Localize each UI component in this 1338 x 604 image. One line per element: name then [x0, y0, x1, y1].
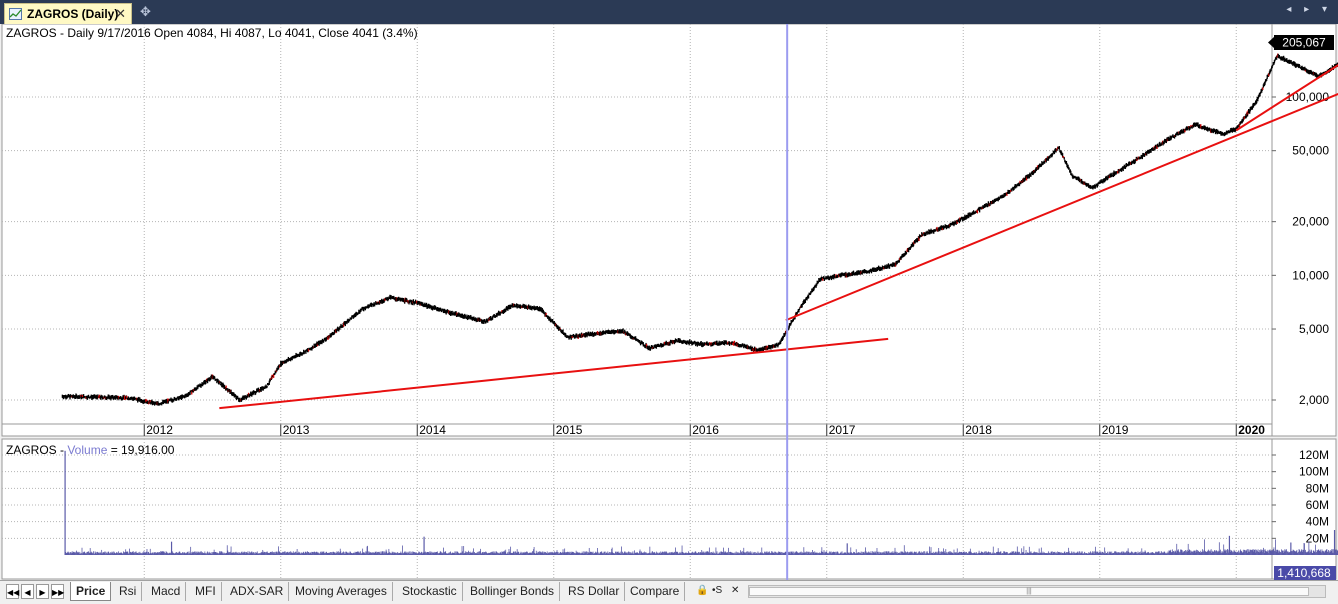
settings-icon[interactable]: •S — [712, 585, 723, 596]
close-icon[interactable]: ✕ — [731, 585, 740, 596]
volume-y-tick-label: 120M — [1299, 448, 1329, 462]
x-tick-label: 2016 — [692, 423, 719, 437]
lock-icon[interactable]: 🔒 — [696, 585, 709, 596]
add-tab-icon[interactable]: ✥ — [140, 4, 151, 19]
x-tick-label: 2017 — [829, 423, 856, 437]
trendline — [785, 92, 1338, 322]
horizontal-scrollbar[interactable]: ||| — [748, 585, 1326, 598]
chart-window-tab[interactable]: ZAGROS (Daily) ✕ — [4, 3, 132, 24]
tab-rs-dollar[interactable]: RS Dollar — [563, 582, 626, 601]
last-volume-badge: 1,410,668 — [1274, 566, 1336, 580]
chart-window-icon — [9, 8, 22, 20]
price-bars — [61, 53, 1338, 406]
tab-macd[interactable]: Macd — [146, 582, 187, 601]
volume-plot-area — [1, 438, 1273, 580]
chart-canvas[interactable]: 100,000 50,000 20,000 10,000 5,000 2,000 2012… — [0, 24, 1338, 580]
window-nav-arrows[interactable]: ◂ ▸ ▾ — [1286, 4, 1332, 15]
x-tick-label: 2020 — [1238, 423, 1265, 437]
next-icon[interactable]: ▶ — [36, 584, 49, 599]
volume-y-tick-label: 40M — [1306, 515, 1329, 529]
trendlines — [219, 63, 1338, 410]
volume-y-tick-label: 20M — [1306, 531, 1329, 545]
x-tick-label: 2015 — [556, 423, 583, 437]
scroll-thumb[interactable]: ||| — [749, 587, 1309, 596]
price-y-tick-label: 10,000 — [1292, 268, 1329, 282]
price-y-tick-label: 100,000 — [1286, 90, 1330, 104]
tab-adx-sar[interactable]: ADX-SAR — [225, 582, 290, 601]
trendline — [219, 337, 889, 410]
svg-text:1,410,668: 1,410,668 — [1277, 566, 1331, 580]
price-x-axis-labels: 2012 2013 2014 2015 2016 2017 2018 2019 2020 — [2, 423, 1272, 437]
first-icon[interactable]: ◀◀ — [6, 584, 19, 599]
volume-y-tick-label: 80M — [1306, 481, 1329, 495]
volume-bars — [64, 450, 1338, 555]
grid-lines — [2, 24, 1272, 579]
tab-bollinger-bonds[interactable]: Bollinger Bonds — [465, 582, 561, 601]
volume-y-tick-label: 60M — [1306, 498, 1329, 512]
price-axis-area — [1271, 24, 1337, 437]
tab-stockastic[interactable]: Stockastic — [397, 582, 463, 601]
price-y-tick-label: 2,000 — [1299, 393, 1329, 407]
trendline — [1235, 63, 1338, 132]
volume-y-axis-labels: 120M 100M 80M 60M 40M 20M — [1272, 448, 1329, 545]
title-bar: ZAGROS (Daily) ✕ ✥ ◂ ▸ ▾ — [0, 0, 1338, 24]
tab-rsi[interactable]: Rsi — [114, 582, 143, 601]
price-plot-area — [1, 24, 1273, 437]
price-header: ZAGROS - Daily 9/17/2016 Open 4084, Hi 4… — [6, 26, 418, 40]
tab-moving-averages[interactable]: Moving Averages — [290, 582, 393, 601]
svg-text:205,067: 205,067 — [1282, 36, 1326, 50]
last-price-badge: 205,067 — [1268, 35, 1334, 50]
close-tab-icon[interactable]: ✕ — [115, 6, 126, 21]
volume-y-tick-label: 100M — [1299, 465, 1329, 479]
price-y-tick-label: 50,000 — [1292, 144, 1329, 158]
tab-compare[interactable]: Compare — [625, 582, 686, 601]
price-y-tick-label: 20,000 — [1292, 215, 1329, 229]
x-tick-label: 2019 — [1102, 423, 1129, 437]
x-tick-label: 2014 — [419, 423, 446, 437]
prev-icon[interactable]: ◀ — [21, 584, 34, 599]
last-icon[interactable]: ▶▶ — [51, 584, 64, 599]
x-tick-label: 2013 — [283, 423, 310, 437]
price-y-tick-label: 5,000 — [1299, 322, 1329, 336]
price-y-axis-labels: 100,000 50,000 20,000 10,000 5,000 2,000 — [1272, 90, 1329, 407]
window-title: ZAGROS (Daily) — [27, 7, 119, 21]
volume-header: ZAGROS - Volume = 19,916.00 — [6, 443, 175, 457]
x-tick-label: 2018 — [965, 423, 992, 437]
tab-price[interactable]: Price — [70, 582, 112, 601]
bottom-tab-bar: ◀◀ ◀ ▶ ▶▶ Price Rsi Macd MFI ADX-SAR Mov… — [0, 580, 1338, 604]
x-tick-label: 2012 — [146, 423, 173, 437]
tab-mfi[interactable]: MFI — [190, 582, 222, 601]
